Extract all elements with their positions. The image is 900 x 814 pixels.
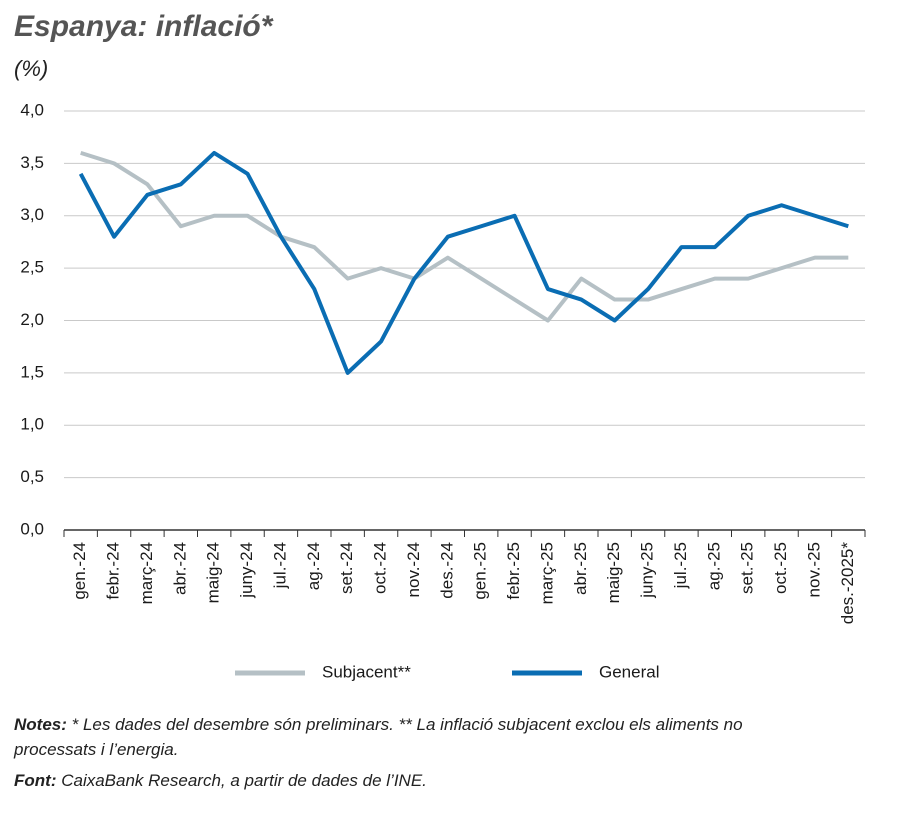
x-tick-label: febr.-25	[504, 542, 523, 600]
y-tick-label: 0,5	[20, 467, 44, 486]
x-tick-label: gen.-24	[70, 542, 89, 600]
notes-label: Notes:	[14, 715, 67, 734]
x-tick-label: abr.-25	[571, 542, 590, 595]
source: Font: CaixaBank Research, a partir de da…	[14, 771, 427, 791]
x-tick-label: jul.-25	[671, 542, 690, 589]
y-tick-label: 2,5	[20, 258, 44, 277]
x-tick-label: nov.-24	[404, 542, 423, 597]
series-line	[80, 150, 849, 323]
x-tick-label: oct.-25	[771, 542, 790, 594]
x-tick-label: juny-24	[237, 542, 256, 599]
notes: Notes: * Les dades del desembre són prel…	[14, 712, 804, 762]
x-tick-label: set.-25	[738, 542, 757, 594]
chart: 0,0 0,5 1,0 1,5 2,0 2,5 3,0 3,5 4,0 gen.-24 febr.-…	[20, 100, 866, 681]
y-tick-label: 3,0	[20, 205, 44, 224]
x-tick-label: maig-25	[604, 542, 623, 603]
series-line	[78, 150, 849, 375]
notes-text: * Les dades del desembre són preliminars…	[14, 715, 743, 759]
x-tick-label: set.-24	[337, 542, 356, 594]
x-tick-label: des.-2025*	[838, 542, 857, 625]
y-tick-label: 1,0	[20, 415, 44, 434]
x-tick-label: juny-25	[638, 542, 657, 599]
x-tick-label: maig-24	[204, 542, 223, 603]
y-tick-label: 0,0	[20, 519, 44, 538]
x-tick-label: abr.-24	[170, 542, 189, 595]
x-tick-label: ag.-24	[304, 542, 323, 590]
y-tick-label: 2,0	[20, 310, 44, 329]
chart-title: Espanya: inflació*	[14, 10, 273, 43]
x-tick-label: nov.-25	[804, 542, 823, 597]
x-tick-label: ag.-25	[704, 542, 723, 590]
y-tick-label: 4,0	[20, 100, 44, 119]
x-tick-label: jul.-24	[270, 542, 289, 589]
y-tick-label: 3,5	[20, 153, 44, 172]
source-text: CaixaBank Research, a partir de dades de…	[56, 771, 427, 790]
x-tick-label: gen.-25	[471, 542, 490, 600]
x-tick-label: febr.-24	[104, 542, 123, 600]
legend-label: General	[599, 662, 659, 681]
y-tick-label: 1,5	[20, 362, 44, 381]
x-tick-label: des.-24	[437, 542, 456, 599]
source-label: Font:	[14, 771, 57, 790]
legend-label: Subjacent**	[322, 662, 411, 681]
x-tick-label: oct.-24	[371, 542, 390, 594]
chart-subtitle: (%)	[14, 56, 49, 81]
x-tick-label: març-24	[137, 542, 156, 604]
x-tick-label: març-25	[537, 542, 556, 604]
